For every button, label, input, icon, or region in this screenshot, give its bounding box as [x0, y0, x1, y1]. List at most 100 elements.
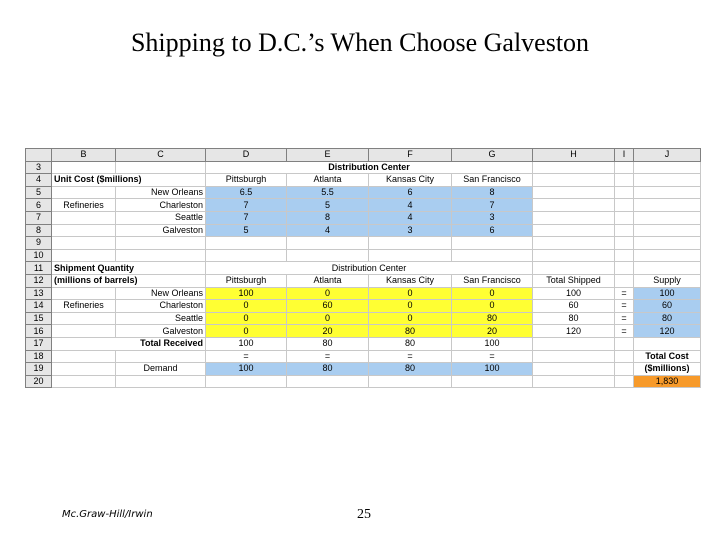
shipment-cell[interactable]: 20 — [451, 324, 533, 338]
unit-cost-cell[interactable]: 4 — [368, 198, 452, 212]
unit-cost-cell[interactable]: 4 — [368, 210, 452, 225]
center-header[interactable]: Pittsburgh — [205, 273, 287, 288]
row-number[interactable]: 20 — [25, 374, 52, 389]
shipment-cell[interactable]: 0 — [286, 311, 369, 326]
millions-of-barrels-label[interactable]: (millions of barrels) — [51, 273, 206, 288]
cell[interactable] — [614, 374, 634, 389]
refinery-label[interactable]: New Orleans — [115, 185, 206, 200]
cell[interactable] — [532, 362, 615, 376]
cell[interactable] — [115, 374, 206, 389]
cell[interactable] — [51, 160, 116, 175]
row-number[interactable]: 12 — [25, 273, 52, 288]
cell[interactable] — [51, 210, 116, 225]
equals-cell[interactable]: = — [614, 311, 634, 326]
cell[interactable] — [633, 248, 701, 263]
cell[interactable] — [633, 261, 701, 275]
cell[interactable] — [633, 173, 701, 187]
demand-cell[interactable]: 80 — [368, 362, 452, 376]
cell[interactable] — [205, 374, 287, 389]
unit-cost-cell[interactable]: 8 — [286, 210, 369, 225]
equals-cell[interactable]: = — [451, 349, 533, 364]
unit-cost-cell[interactable]: 8 — [451, 185, 533, 200]
row-number[interactable]: 10 — [25, 248, 52, 263]
shipment-cell[interactable]: 0 — [368, 299, 452, 313]
cell[interactable] — [115, 248, 206, 263]
total-received-cell[interactable]: 80 — [368, 336, 452, 351]
row-number[interactable]: 8 — [25, 223, 52, 238]
cell[interactable] — [451, 236, 533, 250]
unit-cost-cell[interactable]: 5 — [286, 198, 369, 212]
row-number[interactable]: 19 — [25, 362, 52, 376]
cell[interactable] — [614, 236, 634, 250]
total-shipped-header[interactable]: Total Shipped — [532, 273, 615, 288]
cell[interactable] — [368, 248, 452, 263]
refineries-label[interactable]: Refineries — [51, 198, 116, 212]
total-cost-label[interactable]: Total Cost — [633, 349, 701, 364]
row-number[interactable]: 18 — [25, 349, 52, 364]
center-header[interactable]: San Francisco — [451, 273, 533, 288]
cell[interactable] — [614, 362, 634, 376]
refinery-label[interactable]: Seattle — [115, 311, 206, 326]
cell[interactable] — [51, 236, 116, 250]
cell[interactable] — [51, 223, 116, 238]
cell[interactable] — [614, 261, 634, 275]
unit-cost-cell[interactable]: 7 — [451, 198, 533, 212]
cell[interactable] — [532, 173, 615, 187]
cell[interactable] — [286, 374, 369, 389]
cell[interactable] — [51, 374, 116, 389]
row-number[interactable]: 5 — [25, 185, 52, 200]
cell[interactable] — [115, 236, 206, 250]
row-number[interactable]: 16 — [25, 324, 52, 338]
total-received-label[interactable]: Total Received — [51, 336, 206, 351]
demand-cell[interactable]: 100 — [451, 362, 533, 376]
cell[interactable] — [451, 374, 533, 389]
demand-cell[interactable]: 100 — [205, 362, 287, 376]
cell[interactable] — [532, 185, 615, 200]
total-shipped-cell[interactable]: 120 — [532, 324, 615, 338]
refinery-label[interactable]: Galveston — [115, 223, 206, 238]
row-number[interactable]: 7 — [25, 210, 52, 225]
center-header[interactable]: Kansas City — [368, 273, 452, 288]
supply-header[interactable]: Supply — [633, 273, 701, 288]
col-header-i[interactable]: I — [614, 148, 634, 162]
shipment-cell[interactable]: 0 — [451, 299, 533, 313]
supply-cell[interactable]: 80 — [633, 311, 701, 326]
shipment-cell[interactable]: 60 — [286, 299, 369, 313]
col-header-f[interactable]: F — [368, 148, 452, 162]
equals-cell[interactable]: = — [205, 349, 287, 364]
shipment-cell[interactable]: 0 — [205, 311, 287, 326]
cell[interactable] — [633, 236, 701, 250]
refinery-label[interactable]: New Orleans — [115, 286, 206, 301]
cell[interactable] — [532, 160, 615, 175]
cell[interactable] — [532, 210, 615, 225]
cell[interactable] — [532, 349, 615, 364]
equals-cell[interactable]: = — [614, 324, 634, 338]
cell[interactable] — [286, 248, 369, 263]
refinery-label[interactable]: Galveston — [115, 324, 206, 338]
refinery-label[interactable]: Charleston — [115, 198, 206, 212]
cell[interactable] — [451, 248, 533, 263]
refineries-label[interactable]: Refineries — [51, 299, 116, 313]
cell[interactable] — [633, 336, 701, 351]
row-number[interactable]: 11 — [25, 261, 52, 275]
center-header[interactable]: Kansas City — [368, 173, 452, 187]
col-header-d[interactable]: D — [205, 148, 287, 162]
row-number[interactable]: 14 — [25, 299, 52, 313]
row-number[interactable]: 13 — [25, 286, 52, 301]
shipment-cell[interactable]: 80 — [368, 324, 452, 338]
total-received-cell[interactable]: 100 — [451, 336, 533, 351]
cell[interactable] — [532, 236, 615, 250]
supply-cell[interactable]: 100 — [633, 286, 701, 301]
demand-label[interactable]: Demand — [115, 362, 206, 376]
center-header[interactable]: Atlanta — [286, 173, 369, 187]
total-shipped-cell[interactable]: 100 — [532, 286, 615, 301]
cell[interactable] — [115, 349, 206, 364]
shipment-cell[interactable]: 20 — [286, 324, 369, 338]
row-number[interactable]: 9 — [25, 236, 52, 250]
total-received-cell[interactable]: 100 — [205, 336, 287, 351]
shipment-cell[interactable]: 0 — [368, 311, 452, 326]
shipment-cell[interactable]: 80 — [451, 311, 533, 326]
cell[interactable] — [286, 236, 369, 250]
unit-cost-cell[interactable]: 4 — [286, 223, 369, 238]
cell[interactable] — [532, 336, 615, 351]
